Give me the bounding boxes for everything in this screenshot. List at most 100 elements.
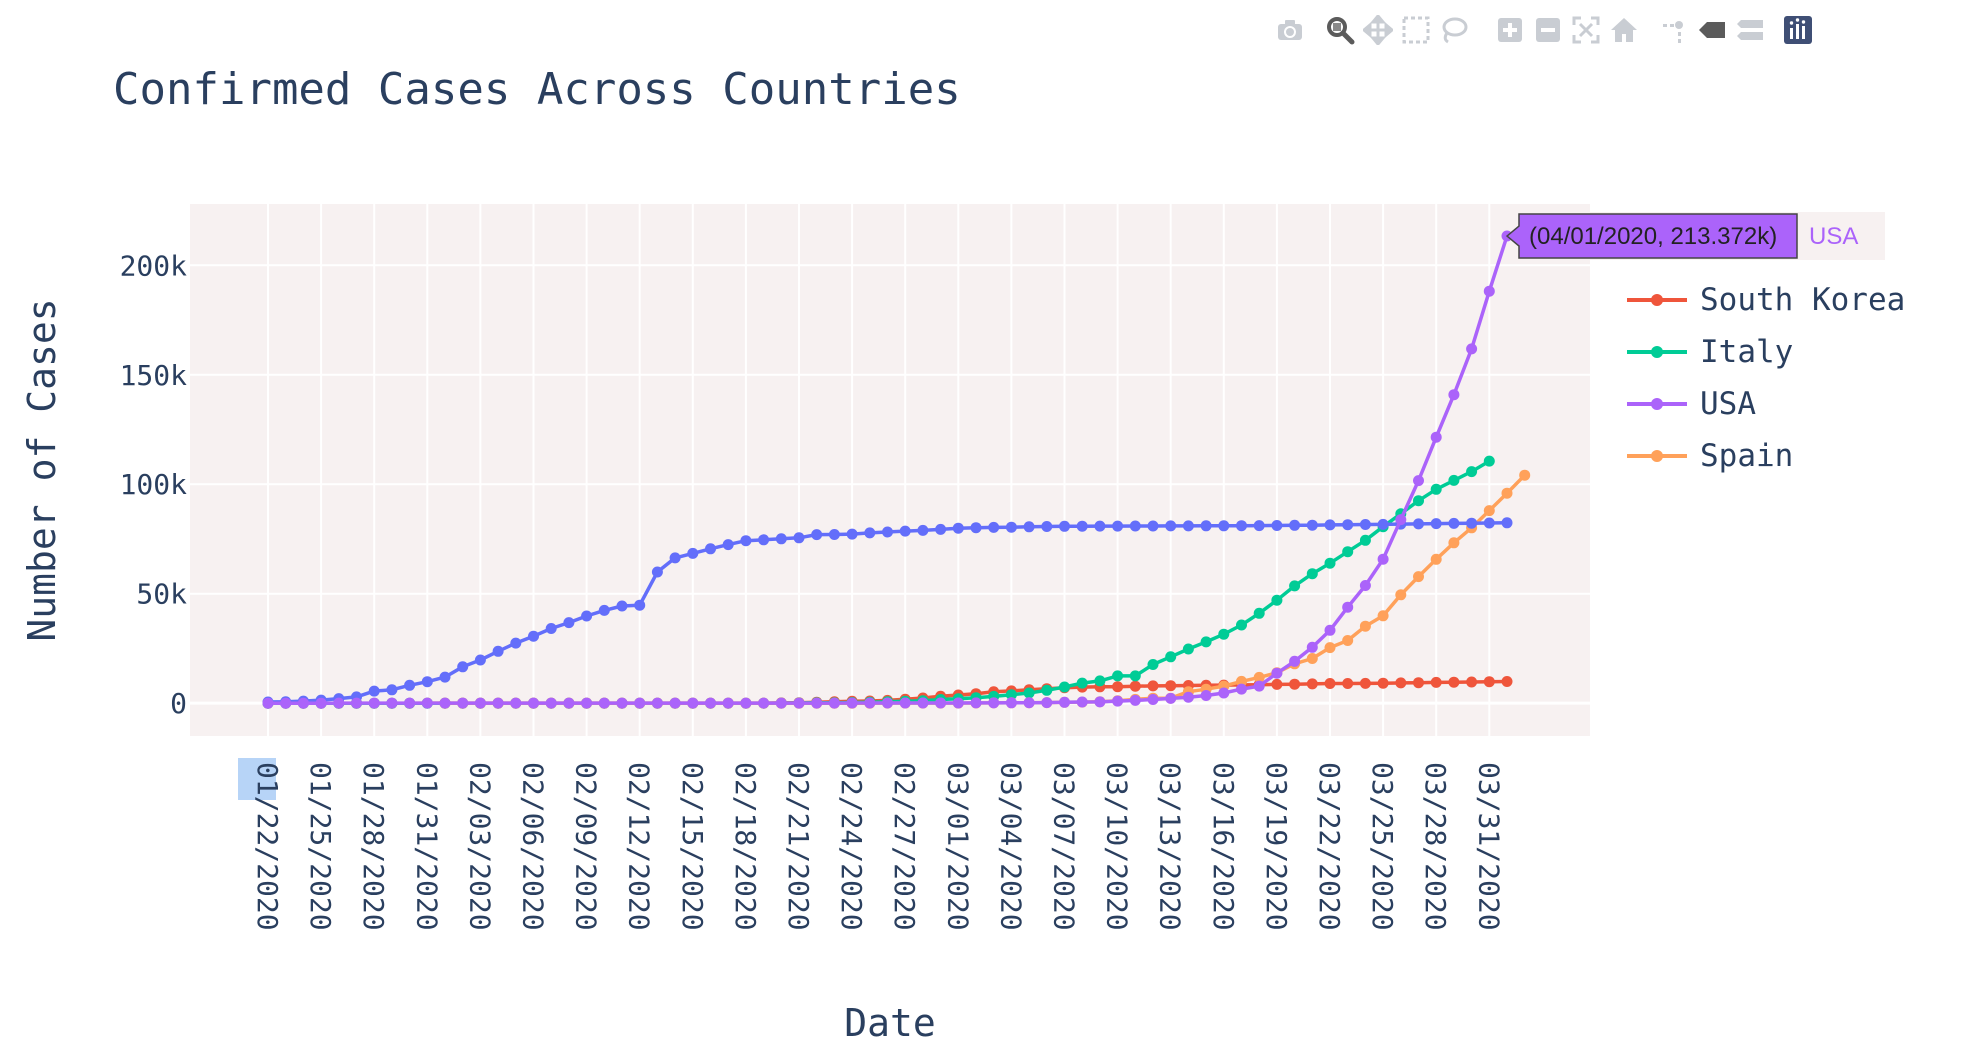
- data-point-spain[interactable]: [1359, 620, 1371, 632]
- data-point-usa[interactable]: [1147, 694, 1159, 705]
- data-point-usa[interactable]: [351, 697, 362, 709]
- data-point-usa[interactable]: [811, 697, 823, 709]
- data-point-south_korea[interactable]: [1466, 676, 1478, 688]
- data-point-italy[interactable]: [1413, 495, 1424, 507]
- data-point-south_korea[interactable]: [1395, 677, 1407, 689]
- data-point-china[interactable]: [598, 604, 610, 616]
- data-point-usa[interactable]: [864, 697, 876, 709]
- data-point-usa[interactable]: [705, 697, 716, 709]
- data-point-china[interactable]: [687, 547, 699, 559]
- data-point-china[interactable]: [1112, 520, 1124, 532]
- data-point-italy[interactable]: [1306, 568, 1318, 580]
- data-point-china[interactable]: [1023, 521, 1035, 533]
- data-point-italy[interactable]: [1342, 546, 1354, 558]
- data-point-usa[interactable]: [1306, 641, 1318, 653]
- data-point-china[interactable]: [1430, 518, 1442, 530]
- data-point-china[interactable]: [421, 676, 433, 688]
- data-point-south_korea[interactable]: [1377, 677, 1389, 689]
- data-point-usa[interactable]: [687, 697, 699, 709]
- zoom-in-icon[interactable]: [1490, 10, 1530, 50]
- data-point-italy[interactable]: [1359, 534, 1371, 546]
- data-point-usa[interactable]: [1483, 285, 1495, 297]
- data-point-china[interactable]: [935, 523, 947, 535]
- data-point-usa[interactable]: [669, 697, 681, 709]
- legend-item-south_korea[interactable]: South Korea: [1627, 282, 1905, 318]
- data-point-usa[interactable]: [1076, 696, 1088, 708]
- data-point-spain[interactable]: [1430, 553, 1442, 565]
- data-point-spain[interactable]: [1253, 671, 1265, 683]
- data-point-china[interactable]: [1377, 518, 1389, 530]
- data-point-china[interactable]: [1182, 520, 1194, 532]
- data-point-usa[interactable]: [1023, 697, 1035, 709]
- data-point-china[interactable]: [1448, 517, 1460, 529]
- data-point-china[interactable]: [864, 527, 876, 539]
- data-point-china[interactable]: [793, 532, 805, 544]
- data-point-usa[interactable]: [1218, 687, 1230, 699]
- data-point-spain[interactable]: [1395, 589, 1407, 601]
- data-point-china[interactable]: [1076, 520, 1088, 532]
- data-point-china[interactable]: [899, 525, 911, 537]
- data-point-italy[interactable]: [1253, 607, 1265, 619]
- data-point-spain[interactable]: [1306, 653, 1318, 664]
- data-point-usa[interactable]: [1112, 695, 1124, 707]
- data-point-china[interactable]: [1005, 521, 1017, 533]
- data-point-china[interactable]: [1342, 519, 1354, 531]
- data-point-china[interactable]: [917, 524, 929, 536]
- data-point-usa[interactable]: [1129, 694, 1141, 706]
- data-point-usa[interactable]: [793, 697, 805, 709]
- data-point-usa[interactable]: [1448, 389, 1460, 401]
- data-point-italy[interactable]: [1076, 677, 1088, 689]
- data-point-usa[interactable]: [1182, 691, 1194, 703]
- data-point-usa[interactable]: [1324, 624, 1336, 636]
- data-point-china[interactable]: [1306, 519, 1318, 531]
- data-point-italy[interactable]: [1483, 455, 1495, 467]
- data-point-china[interactable]: [634, 599, 646, 611]
- hover-compare-icon[interactable]: [1730, 10, 1770, 50]
- data-point-south_korea[interactable]: [1271, 678, 1283, 690]
- data-point-south_korea[interactable]: [1483, 676, 1495, 688]
- data-point-south_korea[interactable]: [1342, 678, 1354, 689]
- data-point-usa[interactable]: [935, 697, 947, 709]
- data-point-usa[interactable]: [775, 697, 787, 709]
- data-point-italy[interactable]: [1271, 594, 1283, 606]
- data-point-usa[interactable]: [421, 697, 433, 709]
- data-point-china[interactable]: [1483, 517, 1495, 529]
- lasso-select-icon[interactable]: [1434, 10, 1474, 50]
- data-point-usa[interactable]: [297, 697, 309, 709]
- data-point-china[interactable]: [368, 685, 380, 697]
- data-point-usa[interactable]: [333, 697, 345, 709]
- data-point-italy[interactable]: [1112, 670, 1124, 682]
- data-point-usa[interactable]: [1094, 696, 1106, 708]
- data-point-usa[interactable]: [1466, 343, 1478, 355]
- data-point-usa[interactable]: [404, 697, 416, 709]
- legend-item-usa[interactable]: USA: [1627, 386, 1756, 422]
- data-point-italy[interactable]: [1059, 681, 1070, 693]
- data-point-south_korea[interactable]: [1129, 680, 1141, 692]
- data-point-spain[interactable]: [1377, 610, 1389, 622]
- box-select-icon[interactable]: [1396, 10, 1436, 50]
- zoom-out-icon[interactable]: [1528, 10, 1568, 50]
- data-point-italy[interactable]: [1200, 636, 1212, 648]
- data-point-usa[interactable]: [1253, 680, 1265, 692]
- data-point-italy[interactable]: [1324, 557, 1336, 569]
- data-point-spain[interactable]: [1501, 487, 1513, 499]
- data-point-china[interactable]: [616, 600, 628, 612]
- data-point-south_korea[interactable]: [1165, 680, 1177, 692]
- data-point-china[interactable]: [1501, 517, 1513, 529]
- data-point-china[interactable]: [492, 645, 504, 657]
- data-point-usa[interactable]: [988, 697, 1000, 709]
- data-point-china[interactable]: [828, 529, 840, 540]
- data-point-china[interactable]: [740, 535, 752, 547]
- data-point-china[interactable]: [510, 637, 522, 649]
- data-point-china[interactable]: [545, 623, 557, 634]
- data-point-usa[interactable]: [581, 697, 593, 709]
- data-point-usa[interactable]: [952, 697, 964, 709]
- data-point-china[interactable]: [474, 654, 486, 666]
- data-point-usa[interactable]: [457, 697, 469, 709]
- data-point-usa[interactable]: [563, 697, 575, 709]
- data-point-china[interactable]: [1200, 520, 1212, 532]
- data-point-usa[interactable]: [1413, 475, 1424, 487]
- data-point-italy[interactable]: [1165, 651, 1177, 663]
- data-point-usa[interactable]: [616, 697, 628, 709]
- data-point-usa[interactable]: [1359, 580, 1371, 591]
